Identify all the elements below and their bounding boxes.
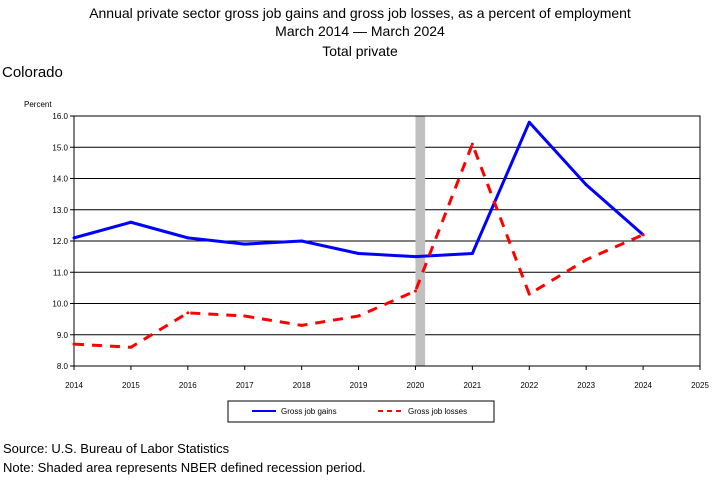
- data-point-losses: [413, 289, 417, 293]
- legend-label-gains: Gross job gains: [281, 407, 337, 416]
- y-tick-label: 8.0: [57, 362, 69, 371]
- series-lines: [72, 120, 645, 349]
- x-tick-label: 2025: [691, 381, 709, 390]
- y-tick-label: 13.0: [52, 206, 68, 215]
- data-point-gains: [413, 255, 417, 259]
- data-point-losses: [243, 314, 247, 318]
- x-tick-label: 2019: [350, 381, 368, 390]
- y-tick-label: 9.0: [57, 331, 69, 340]
- x-tick-label: 2021: [463, 381, 481, 390]
- y-tick-label: 10.0: [52, 300, 68, 309]
- data-point-losses: [527, 292, 531, 296]
- data-point-losses: [300, 323, 304, 327]
- y-tick-label: 16.0: [52, 112, 68, 121]
- data-point-losses: [357, 314, 361, 318]
- data-point-losses: [584, 258, 588, 262]
- y-tick-label: 11.0: [53, 268, 69, 277]
- data-point-losses: [72, 342, 76, 346]
- y-axis: 8.0 9.0 10.0 11.0 12.0 13.0 14.0 15.0 16.0: [52, 112, 74, 371]
- series-line-gross-job-gains: [73, 120, 645, 259]
- x-tick-label: 2020: [407, 381, 425, 390]
- data-point-gains: [186, 236, 190, 240]
- data-point-gains: [470, 252, 474, 255]
- legend-box: [227, 400, 495, 423]
- data-point-gains: [584, 183, 588, 187]
- y-tick-label: 12.0: [52, 237, 68, 246]
- grid-lines: [74, 115, 700, 367]
- data-point-gains: [129, 220, 133, 224]
- data-point-losses: [470, 142, 474, 146]
- chart-industry: Total private: [322, 43, 398, 59]
- data-point-losses: [129, 345, 133, 349]
- data-point-gains: [243, 242, 247, 246]
- y-axis-label: Percent: [24, 100, 52, 109]
- chart-title: Annual private sector gross job gains an…: [89, 5, 631, 21]
- y-tick-label: 15.0: [52, 143, 68, 152]
- x-axis: 2014 2015 2016 2017 2018 2019 2020 2021 2022 2023…: [65, 366, 709, 390]
- data-point-gains: [357, 252, 361, 255]
- data-point-gains: [527, 120, 531, 124]
- data-point-losses: [186, 311, 190, 315]
- data-point-gains: [300, 239, 304, 243]
- line-chart: Percent 8.0 9.0 10.0 11.0 12.0 13.0 14.0 15.0 16…: [24, 100, 709, 423]
- recession-shade: [415, 116, 426, 366]
- y-tick-label: 14.0: [52, 175, 68, 184]
- x-tick-label: 2018: [293, 381, 311, 390]
- recession-note: Note: Shaded area represents NBER define…: [3, 460, 366, 475]
- source-note: Source: U.S. Bureau of Labor Statistics: [3, 441, 230, 456]
- region-label: Colorado: [2, 64, 63, 81]
- x-tick-label: 2016: [179, 381, 197, 390]
- data-point-gains: [72, 236, 76, 240]
- x-tick-label: 2023: [577, 381, 595, 390]
- x-tick-label: 2017: [236, 381, 254, 390]
- legend-label-losses: Gross job losses: [408, 407, 467, 416]
- x-tick-label: 2015: [122, 381, 140, 390]
- chart-date-range: March 2014 — March 2024: [275, 23, 445, 39]
- x-tick-label: 2014: [65, 381, 83, 390]
- legend: Gross job gains Gross job losses: [227, 400, 495, 423]
- data-point-losses: [641, 233, 645, 237]
- x-tick-label: 2024: [634, 381, 652, 390]
- x-tick-label: 2022: [520, 381, 538, 390]
